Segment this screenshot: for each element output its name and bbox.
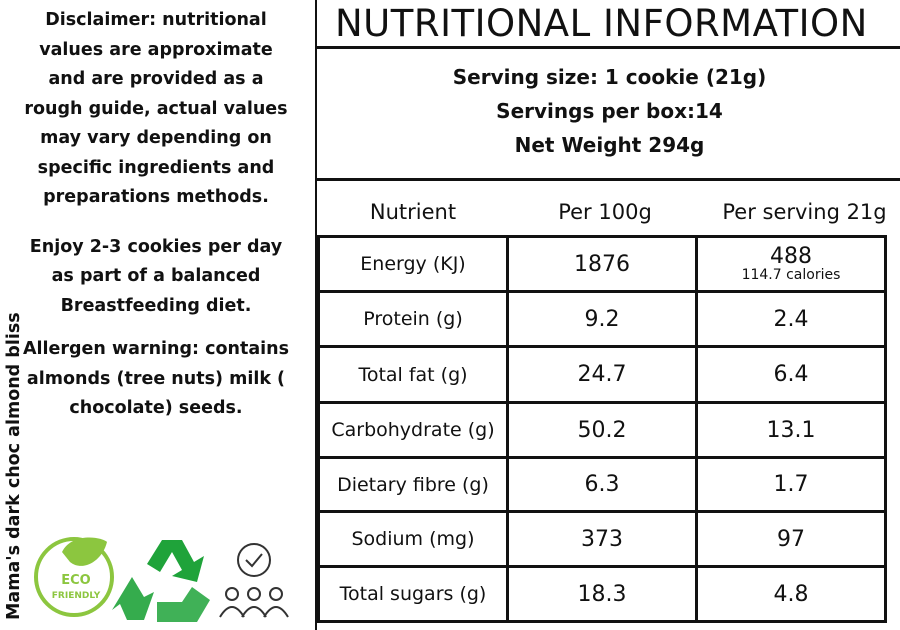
recycle-icon (112, 540, 210, 622)
allergen-warning: Allergen warning: contains almonds (tree… (22, 339, 290, 418)
title: NUTRITIONAL INFORMATION (335, 2, 868, 45)
serving-line: Serving size: 1 cookie (21g) (452, 65, 767, 89)
table-cell: 488 114.7 calories (695, 235, 887, 293)
eco-badge: ECO FRIENDLY (34, 537, 114, 617)
serving-info: Serving size: 1 cookie (21g) Servings pe… (317, 60, 900, 162)
cell-text: 1876 (574, 251, 630, 277)
table-cell: 4.8 (695, 565, 887, 623)
table-cell: Protein (g) (317, 290, 509, 348)
table-cell: Total sugars (g) (317, 565, 509, 623)
notes: Disclaimer: nutritional values are appro… (20, 6, 292, 444)
cell-text: 9.2 (584, 306, 620, 332)
table-cell: 6.3 (506, 456, 698, 513)
table-cell: 13.1 (695, 401, 887, 459)
table-cell: 24.7 (506, 345, 698, 404)
cell-text: 24.7 (577, 362, 627, 387)
product-name: Mama's dark choc almond bliss (4, 312, 24, 620)
table-row: Dietary fibre (g) 6.3 1.7 (317, 456, 887, 513)
table-cell: Sodium (mg) (317, 510, 509, 568)
table-cell: Total fat (g) (317, 345, 509, 404)
table-row: Total sugars (g) 18.3 4.8 (317, 565, 887, 623)
table-cell: 373 (506, 510, 698, 568)
cell-text: 1.7 (773, 472, 809, 497)
serving-advice: Enjoy 2-3 cookies per day as part of a b… (29, 236, 283, 316)
cell-text: 4.8 (773, 581, 809, 607)
cell-text: Dietary fibre (g) (337, 473, 489, 496)
cell-text: 13.1 (766, 417, 816, 443)
table-cell: 9.2 (506, 290, 698, 348)
cell-text: Energy (KJ) (360, 253, 466, 275)
column-header: Per serving 21g (722, 200, 887, 224)
cell-text: 18.3 (577, 581, 627, 607)
cell-text: Sodium (mg) (351, 528, 475, 550)
serving-line: Servings per box:14 (496, 99, 723, 123)
table-row: Sodium (mg) 373 97 (317, 510, 887, 568)
table-cell: 6.4 (695, 345, 887, 404)
table-row: Energy (KJ) 1876 488 114.7 calories (317, 235, 887, 293)
cell-text: 373 (581, 526, 623, 552)
disclaimer: Disclaimer: nutritional values are appro… (24, 10, 288, 207)
serving-line: Net Weight 294g (514, 133, 705, 157)
cell-text: 97 (777, 526, 805, 552)
table-cell: 97 (695, 510, 887, 568)
table-cell: 2.4 (695, 290, 887, 348)
table-cell: 50.2 (506, 401, 698, 459)
energy-note: 114.7 calories (741, 267, 841, 283)
table-row: Carbohydrate (g) 50.2 13.1 (317, 401, 887, 459)
eco-text: FRIENDLY (52, 591, 101, 601)
facts-panel: NUTRITIONAL INFORMATION Serving size: 1 … (315, 0, 900, 630)
column-header: Per 100g (558, 200, 652, 224)
cell-text: 6.4 (773, 362, 809, 387)
cell-text: Carbohydrate (g) (331, 419, 495, 441)
table-cell: 1.7 (695, 456, 887, 513)
table-row: Protein (g) 9.2 2.4 (317, 290, 887, 348)
nutrition-table: Energy (KJ) 1876 488 114.7 calories Protein … (317, 235, 887, 623)
cell-text: 6.3 (584, 472, 620, 497)
eco-text: ECO (61, 573, 90, 588)
cell-text: Total fat (g) (358, 363, 468, 386)
cell-text: Protein (g) (363, 308, 463, 330)
table-cell: Carbohydrate (g) (317, 401, 509, 459)
table-row: Total fat (g) 24.7 6.4 (317, 345, 887, 404)
icons: ECO FRIENDLY (34, 537, 289, 622)
cell-text: 50.2 (577, 417, 627, 443)
table-cell: Dietary fibre (g) (317, 456, 509, 513)
cell-text: 2.4 (773, 306, 809, 332)
table-cell: 1876 (506, 235, 698, 293)
divider (317, 46, 900, 49)
table-cell: 18.3 (506, 565, 698, 623)
cell-text: 488 (770, 244, 812, 269)
column-header: Nutrient (369, 200, 457, 224)
community-icon (219, 543, 289, 618)
divider (317, 178, 900, 181)
cell-text: Total sugars (g) (339, 583, 487, 605)
table-cell: Energy (KJ) (317, 235, 509, 293)
